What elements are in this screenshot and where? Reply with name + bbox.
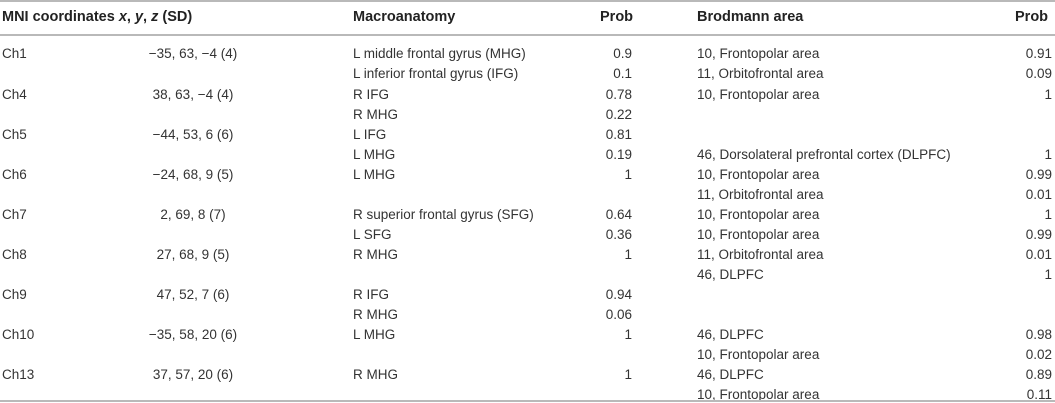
channel-label: Ch6 (2, 167, 27, 182)
macroanatomy-prob: 1 (624, 167, 632, 182)
brodmann-region: 11, Orbitofrontal area (697, 187, 824, 202)
macroanatomy-region: L middle frontal gyrus (MHG) (353, 46, 526, 61)
macroanatomy-region: L SFG (353, 227, 392, 242)
brodmann-region: 46, Dorsolateral prefrontal cortex (DLPF… (697, 147, 951, 162)
macroanatomy-region: L IFG (353, 127, 387, 142)
brodmann-region: 10, Frontopolar area (697, 87, 820, 102)
brodmann-region: 10, Frontopolar area (697, 387, 820, 402)
brodmann-region: 10, Frontopolar area (697, 46, 820, 61)
brodmann-prob: 0.99 (1025, 167, 1052, 182)
macroanatomy-prob: 0.22 (605, 107, 632, 122)
macroanatomy-prob: 0.94 (605, 287, 632, 302)
channel-label: Ch7 (2, 207, 27, 222)
brodmann-region: 10, Frontopolar area (697, 167, 820, 182)
brodmann-region: 11, Orbitofrontal area (697, 66, 824, 81)
channel-label: Ch1 (2, 46, 27, 61)
macroanatomy-prob: 0.64 (605, 207, 632, 222)
macroanatomy-region: L MHG (353, 327, 396, 342)
macroanatomy-prob: 1 (624, 367, 632, 382)
mni-coordinates: −35, 63, −4 (4) (148, 46, 238, 61)
channel-label: Ch9 (2, 287, 27, 302)
header-prob-brodmann: Prob (1015, 9, 1049, 25)
brodmann-prob: 0.01 (1025, 187, 1052, 202)
brodmann-prob: 0.91 (1025, 46, 1052, 61)
macroanatomy-prob: 1 (624, 327, 632, 342)
brodmann-prob: 0.89 (1025, 367, 1052, 382)
mni-coordinates: 2, 69, 8 (7) (160, 207, 226, 222)
brodmann-prob: 1 (1044, 147, 1052, 162)
macroanatomy-region: R MHG (353, 247, 398, 262)
brodmann-prob: 1 (1044, 87, 1052, 102)
brodmann-region: 10, Frontopolar area (697, 347, 820, 362)
macroanatomy-region: R MHG (353, 307, 398, 322)
brodmann-prob: 0.01 (1025, 247, 1052, 262)
macroanatomy-prob: 0.1 (613, 66, 632, 81)
brodmann-prob: 1 (1044, 207, 1052, 222)
brodmann-prob: 0.11 (1026, 387, 1052, 402)
brodmann-prob: 0.09 (1025, 66, 1052, 81)
brodmann-prob: 0.02 (1025, 347, 1052, 362)
brodmann-region: 11, Orbitofrontal area (697, 247, 824, 262)
brodmann-prob: 0.99 (1025, 227, 1052, 242)
macroanatomy-prob: 0.78 (605, 87, 632, 102)
channel-label: Ch8 (2, 247, 27, 262)
mni-coordinates: −24, 68, 9 (5) (152, 167, 234, 182)
macroanatomy-region: L MHG (353, 147, 396, 162)
macroanatomy-prob: 1 (624, 247, 632, 262)
macroanatomy-region: L MHG (353, 167, 396, 182)
channel-label: Ch4 (2, 87, 27, 102)
macroanatomy-region: R IFG (353, 87, 389, 102)
mni-coordinates: 47, 52, 7 (6) (156, 287, 230, 302)
header-rule (0, 34, 1055, 36)
mni-coordinates: 27, 68, 9 (5) (156, 247, 230, 262)
macroanatomy-prob: 0.9 (613, 46, 632, 61)
mni-coordinates: −44, 53, 6 (6) (152, 127, 234, 142)
macroanatomy-prob: 0.36 (605, 227, 632, 242)
macroanatomy-prob: 0.06 (605, 307, 632, 322)
macroanatomy-region: R MHG (353, 367, 398, 382)
header-macroanatomy: Macroanatomy (353, 9, 456, 25)
table-bottom-rule (0, 400, 1055, 402)
brodmann-region: 46, DLPFC (697, 367, 764, 382)
brodmann-prob: 1 (1044, 267, 1052, 282)
brodmann-prob: 0.98 (1025, 327, 1052, 342)
mni-coordinates: 37, 57, 20 (6) (152, 367, 234, 382)
brodmann-region: 46, DLPFC (697, 267, 764, 282)
channel-label: Ch10 (2, 327, 35, 342)
header-brodmann-area: Brodmann area (697, 9, 804, 25)
channel-label: Ch5 (2, 127, 27, 142)
macroanatomy-prob: 0.81 (605, 127, 632, 142)
macroanatomy-region: R superior frontal gyrus (SFG) (353, 207, 534, 222)
header-mni-coordinates: MNI coordinates x, y, z (SD) (2, 9, 193, 25)
brodmann-region: 10, Frontopolar area (697, 207, 820, 222)
brodmann-region: 10, Frontopolar area (697, 227, 820, 242)
mni-coordinates: −35, 58, 20 (6) (148, 327, 238, 342)
macroanatomy-region: L inferior frontal gyrus (IFG) (353, 66, 519, 81)
mni-coordinates: 38, 63, −4 (4) (152, 87, 234, 102)
brodmann-region: 46, DLPFC (697, 327, 764, 342)
macroanatomy-region: R IFG (353, 287, 389, 302)
table-top-rule (0, 0, 1055, 2)
header-prob-macro: Prob (600, 9, 634, 25)
macroanatomy-prob: 0.19 (605, 147, 632, 162)
channel-label: Ch13 (2, 367, 35, 382)
macroanatomy-region: R MHG (353, 107, 398, 122)
